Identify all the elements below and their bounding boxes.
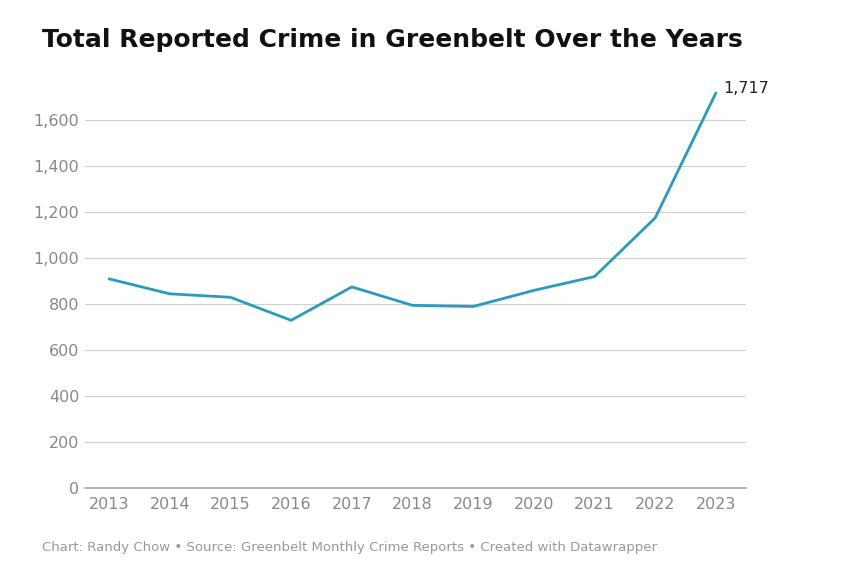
Text: Total Reported Crime in Greenbelt Over the Years: Total Reported Crime in Greenbelt Over t… — [42, 28, 743, 52]
Text: 1,717: 1,717 — [723, 81, 769, 96]
Text: Chart: Randy Chow • Source: Greenbelt Monthly Crime Reports • Created with Dataw: Chart: Randy Chow • Source: Greenbelt Mo… — [42, 541, 657, 554]
